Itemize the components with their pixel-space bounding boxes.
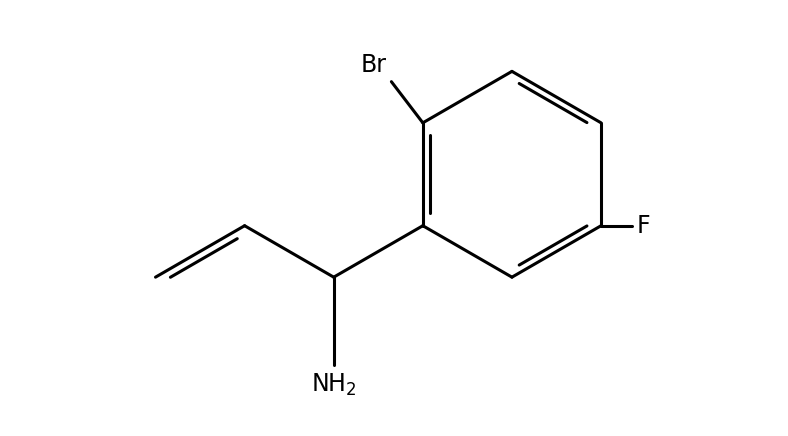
Text: NH$_2$: NH$_2$: [311, 371, 356, 398]
Text: F: F: [637, 214, 651, 238]
Text: Br: Br: [361, 53, 387, 77]
